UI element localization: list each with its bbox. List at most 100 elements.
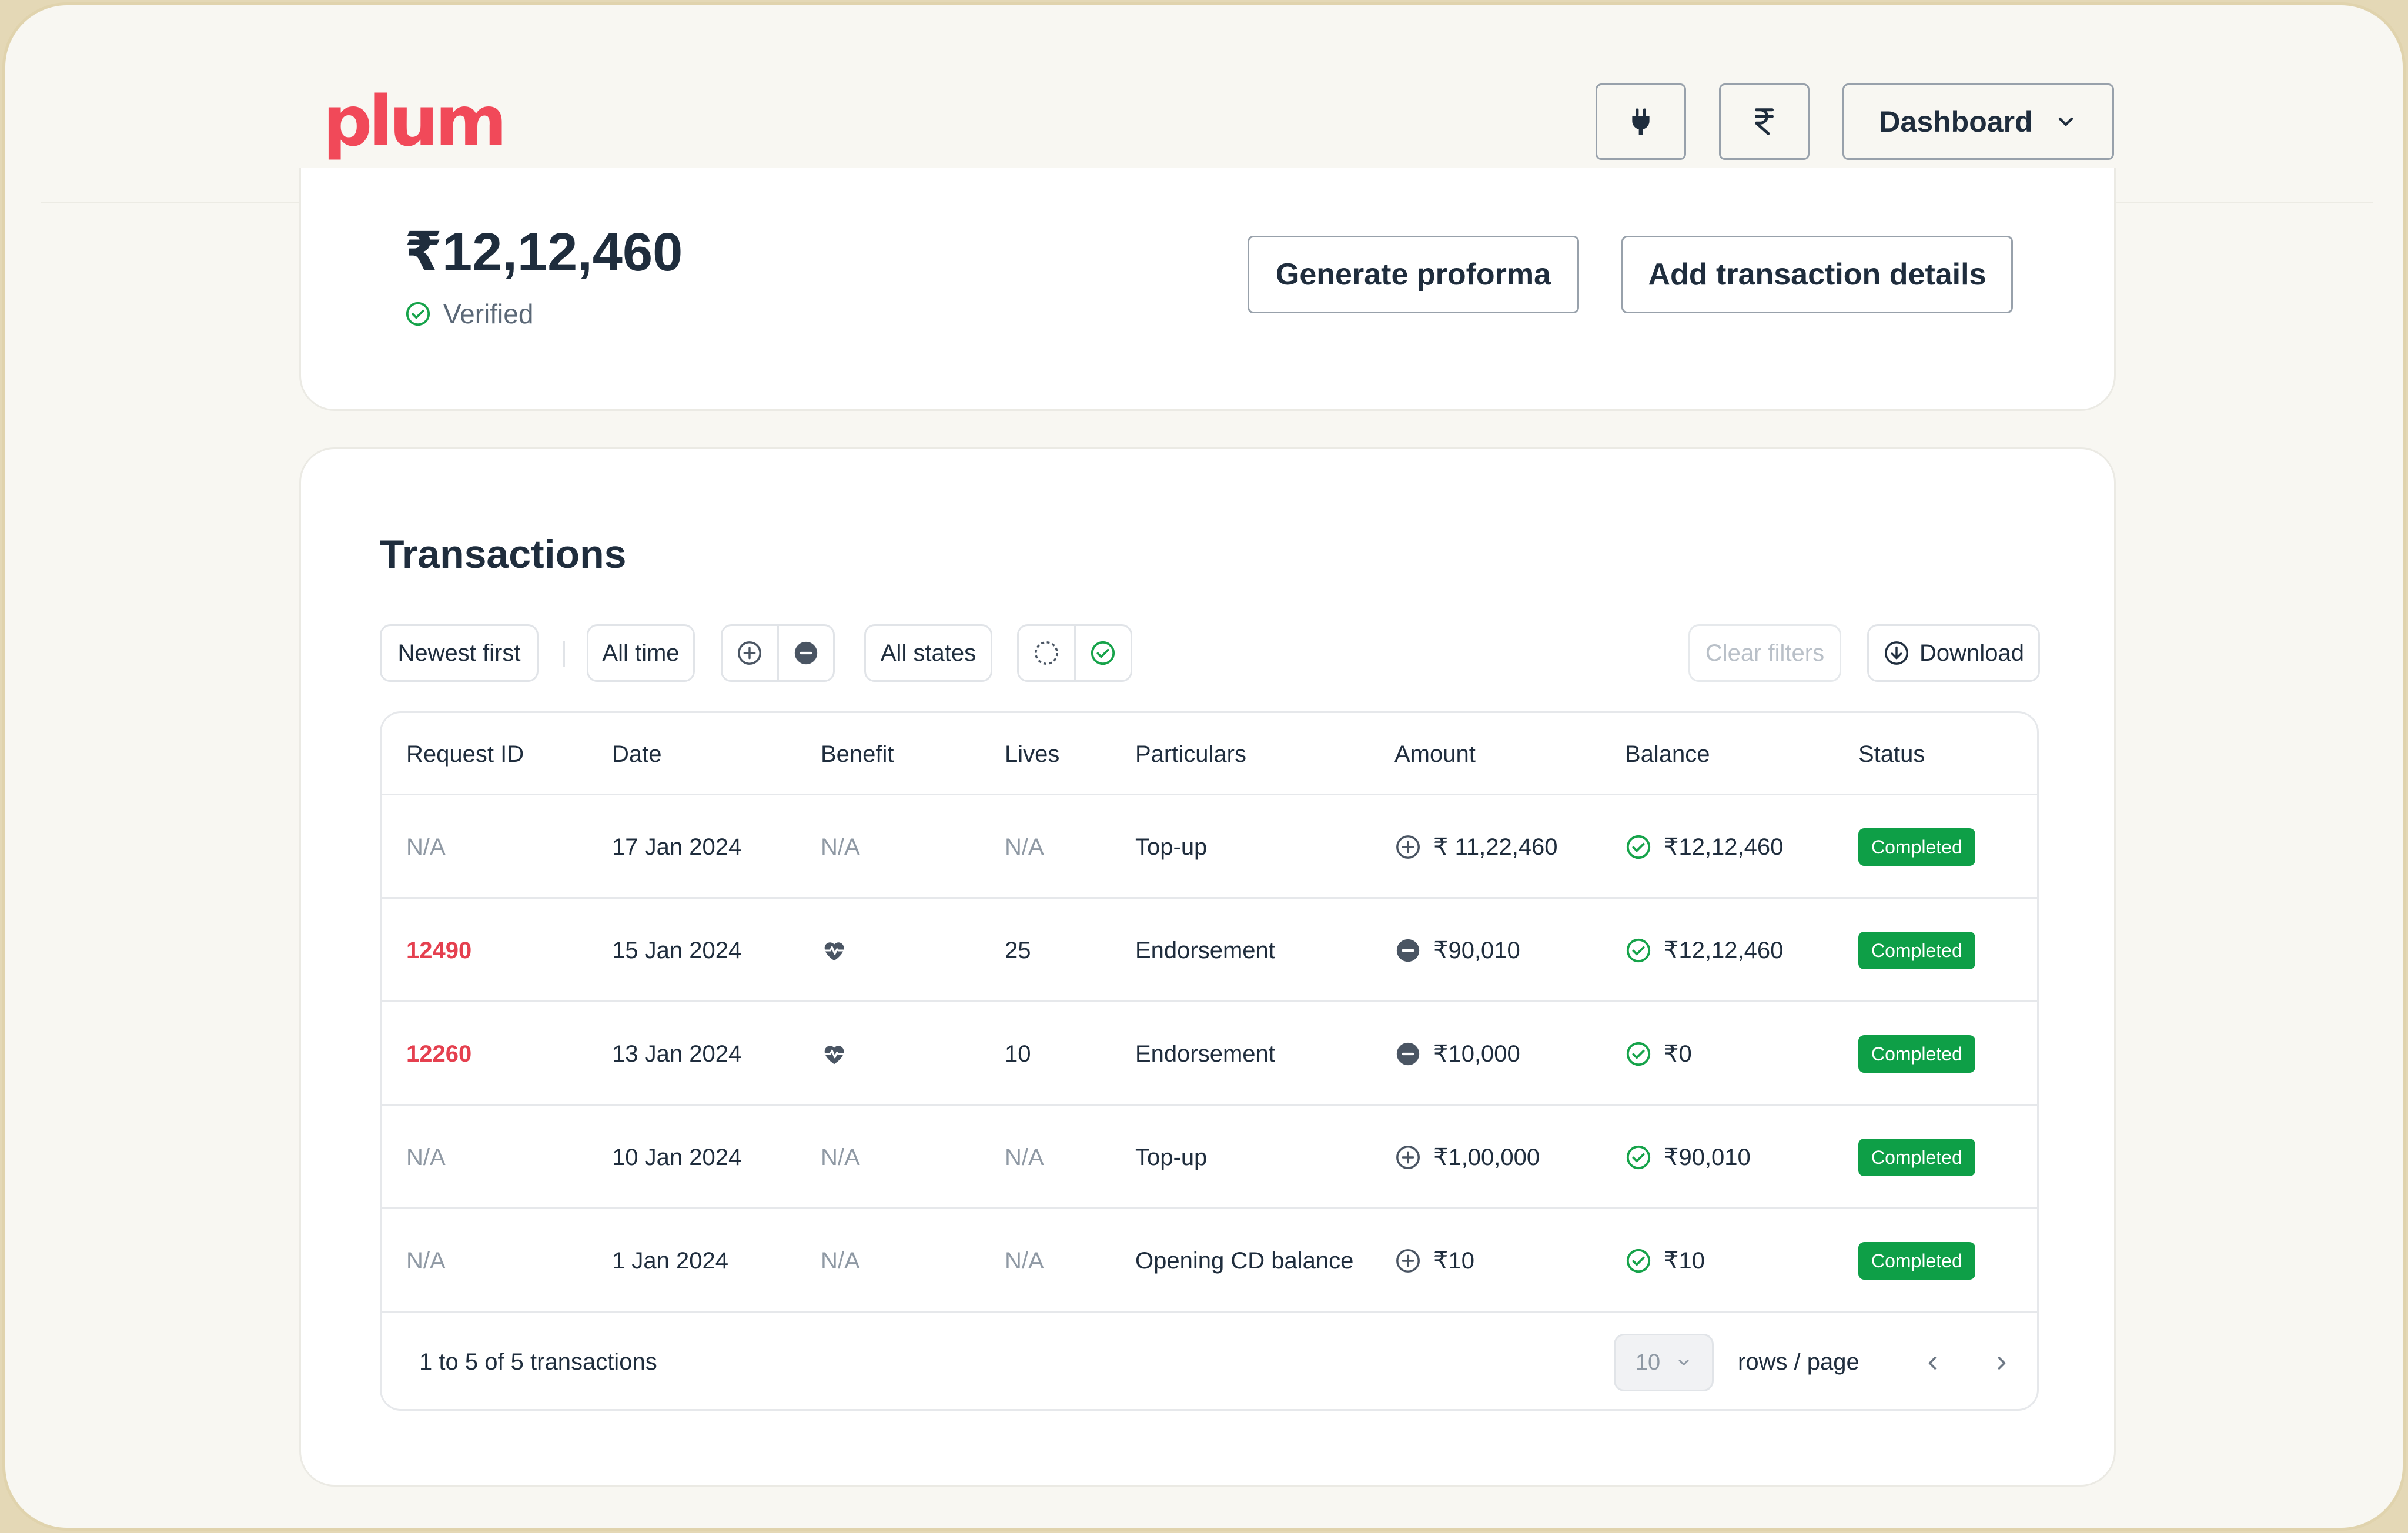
col-amount[interactable]: Amount xyxy=(1394,741,1476,767)
amount-value: ₹ 11,22,460 xyxy=(1433,834,1558,860)
check-circle-icon xyxy=(1089,640,1116,667)
transactions-title: Transactions xyxy=(380,532,627,577)
lives-cell: 10 xyxy=(1005,1040,1031,1067)
date-cell: 13 Jan 2024 xyxy=(612,1040,742,1067)
balance-value: ₹90,010 xyxy=(1664,1144,1751,1170)
states-filter[interactable]: All states xyxy=(864,624,992,682)
plus-circle-icon xyxy=(736,640,763,667)
amount-value: ₹90,010 xyxy=(1433,938,1520,963)
generate-proforma-button[interactable]: Generate proforma xyxy=(1248,236,1579,313)
table-row[interactable]: 12490 15 Jan 2024 25 Endorsement ₹90,010… xyxy=(382,899,2037,1002)
date-cell: 15 Jan 2024 xyxy=(612,937,742,963)
next-page-button[interactable] xyxy=(1984,1345,2019,1381)
status-badge: Completed xyxy=(1858,1139,1975,1176)
chevron-right-icon xyxy=(1991,1353,2012,1374)
status-cell: Completed xyxy=(1858,795,1975,899)
date-cell: 10 Jan 2024 xyxy=(612,1144,742,1170)
col-lives[interactable]: Lives xyxy=(1005,741,1060,767)
state-toggle-filter xyxy=(1017,624,1132,682)
add-transaction-details-button[interactable]: Add transaction details xyxy=(1621,236,2013,313)
rupee-button[interactable] xyxy=(1719,83,1810,160)
balance-value: ₹0 xyxy=(1664,1041,1692,1067)
particulars-cell: Endorsement xyxy=(1135,1040,1275,1067)
health-heart-icon xyxy=(821,1040,848,1067)
lives-cell: N/A xyxy=(1005,1144,1044,1170)
minus-circle-icon xyxy=(1394,937,1422,964)
amount-value: ₹10,000 xyxy=(1433,1041,1520,1067)
balance-cell: ₹12,12,460 xyxy=(1625,899,1783,1002)
request-id-link[interactable]: 12490 xyxy=(406,937,472,963)
benefit-cell: N/A xyxy=(821,834,860,860)
table-row[interactable]: 12260 13 Jan 2024 10 Endorsement ₹10,000… xyxy=(382,1002,2037,1106)
benefit-cell: N/A xyxy=(821,1247,860,1274)
status-badge: Completed xyxy=(1858,1242,1975,1280)
lives-cell: 25 xyxy=(1005,937,1031,963)
dashed-circle-icon xyxy=(1033,640,1060,667)
plug-button[interactable] xyxy=(1596,83,1686,160)
status-cell: Completed xyxy=(1858,1002,1975,1106)
pending-filter-toggle[interactable] xyxy=(1019,626,1074,680)
request-id-link[interactable]: 12260 xyxy=(406,1040,472,1067)
sort-filter[interactable]: Newest first xyxy=(380,624,539,682)
plug-icon xyxy=(1625,106,1657,138)
verified-label: Verified xyxy=(443,299,534,329)
dashboard-label: Dashboard xyxy=(1879,105,2033,138)
download-icon xyxy=(1883,640,1910,667)
dashboard-dropdown[interactable]: Dashboard xyxy=(1842,83,2114,160)
status-badge: Completed xyxy=(1858,828,1975,866)
download-label: Download xyxy=(1919,640,2024,666)
balance-cell: ₹90,010 xyxy=(1625,1106,1751,1209)
credit-filter-toggle[interactable] xyxy=(723,626,777,680)
status-cell: Completed xyxy=(1858,1209,1975,1313)
filter-divider xyxy=(563,641,565,667)
prev-page-button[interactable] xyxy=(1915,1345,1950,1381)
verified-status: Verified xyxy=(404,298,533,330)
amount-cell: ₹10 xyxy=(1394,1209,1474,1313)
check-circle-icon xyxy=(1625,1040,1652,1067)
benefit-cell: N/A xyxy=(821,1144,860,1170)
benefit-cell xyxy=(821,899,848,1002)
col-request-id[interactable]: Request ID xyxy=(406,741,524,767)
plum-logo[interactable]: plum xyxy=(323,81,507,162)
debit-filter-toggle[interactable] xyxy=(777,626,834,680)
plus-circle-icon xyxy=(1394,834,1422,861)
particulars-cell: Endorsement xyxy=(1135,937,1275,963)
particulars-cell: Opening CD balance xyxy=(1135,1247,1354,1274)
completed-filter-toggle[interactable] xyxy=(1073,626,1131,680)
plus-circle-icon xyxy=(1394,1247,1422,1274)
plus-circle-icon xyxy=(1394,1144,1422,1171)
amount-cell: ₹1,00,000 xyxy=(1394,1106,1540,1209)
rows-per-page-select[interactable]: 10 xyxy=(1614,1334,1714,1391)
lives-cell: N/A xyxy=(1005,834,1044,860)
col-date[interactable]: Date xyxy=(612,741,662,767)
amount-cell: ₹10,000 xyxy=(1394,1002,1520,1106)
rows-per-page-label: rows / page xyxy=(1738,1349,1859,1375)
col-balance[interactable]: Balance xyxy=(1625,741,1710,767)
pagination-summary: 1 to 5 of 5 transactions xyxy=(419,1349,657,1375)
table-row[interactable]: N/A 1 Jan 2024 N/A N/A Opening CD balanc… xyxy=(382,1209,2037,1313)
balance-cell: ₹0 xyxy=(1625,1002,1692,1106)
table-header: Request ID Date Benefit Lives Particular… xyxy=(382,713,2037,795)
balance-card: ₹12,12,460 Verified Generate proforma Ad… xyxy=(299,168,2116,411)
time-filter[interactable]: All time xyxy=(587,624,695,682)
check-circle-icon xyxy=(404,300,432,327)
particulars-cell: Top-up xyxy=(1135,834,1208,860)
amount-cell: ₹ 11,22,460 xyxy=(1394,795,1558,899)
request-id-cell: N/A xyxy=(406,1144,446,1170)
col-status[interactable]: Status xyxy=(1858,741,1925,767)
check-circle-icon xyxy=(1625,1247,1652,1274)
credit-debit-filter xyxy=(721,624,835,682)
col-particulars[interactable]: Particulars xyxy=(1135,741,1246,767)
clear-filters-button[interactable]: Clear filters xyxy=(1688,624,1841,682)
balance-value: ₹12,12,460 xyxy=(1664,834,1784,860)
balance-amount: ₹12,12,460 xyxy=(404,222,683,282)
amount-cell: ₹90,010 xyxy=(1394,899,1520,1002)
status-badge: Completed xyxy=(1858,932,1975,969)
download-button[interactable]: Download xyxy=(1867,624,2040,682)
health-heart-icon xyxy=(821,937,848,964)
table-row[interactable]: N/A 17 Jan 2024 N/A N/A Top-up ₹ 11,22,4… xyxy=(382,795,2037,899)
balance-cell: ₹12,12,460 xyxy=(1625,795,1783,899)
col-benefit[interactable]: Benefit xyxy=(821,741,894,767)
table-row[interactable]: N/A 10 Jan 2024 N/A N/A Top-up ₹1,00,000… xyxy=(382,1106,2037,1209)
chevron-down-icon xyxy=(2054,110,2078,133)
